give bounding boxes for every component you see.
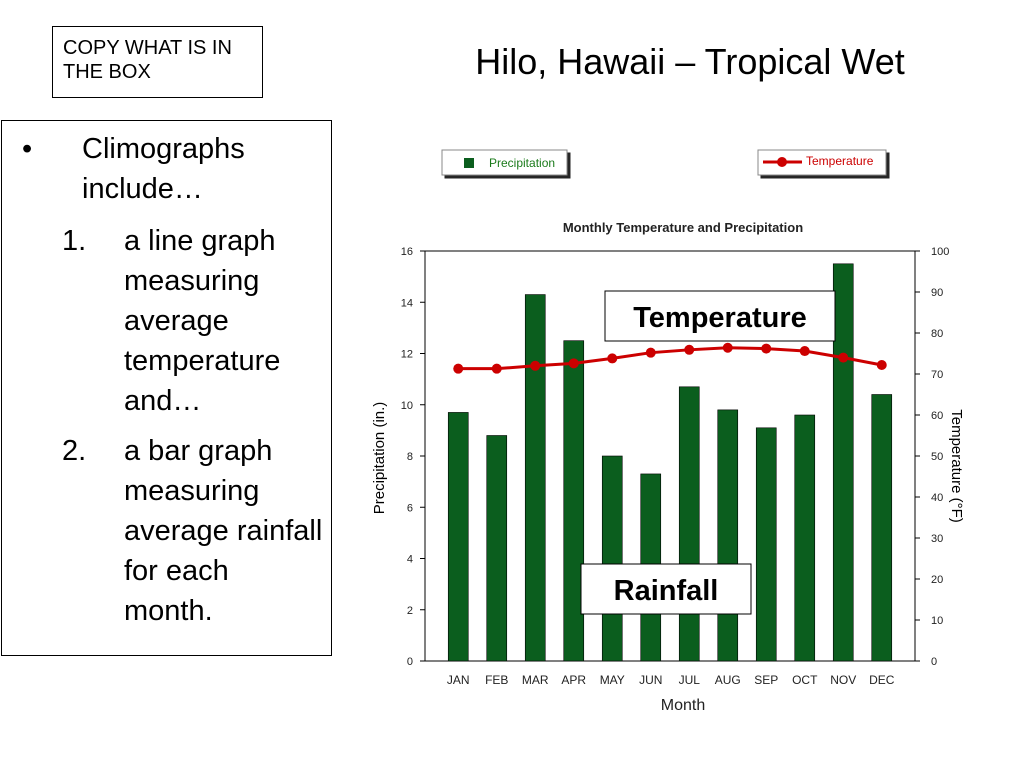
precipitation-bar	[563, 340, 585, 662]
x-axis-tick-label: MAY	[600, 673, 625, 687]
right-axis-tick-label: 80	[931, 328, 943, 340]
temperature-point	[530, 360, 541, 371]
left-axis: 0 2 4 6 8 10 12 14 16	[401, 246, 425, 668]
precipitation-bar	[601, 455, 623, 662]
temperature-callout-text: Temperature	[633, 302, 807, 334]
x-axis-tick-label: FEB	[485, 673, 508, 687]
x-axis-tick-label: JUL	[679, 673, 701, 687]
x-axis-tick-label: DEC	[869, 673, 895, 687]
left-axis-tick-label: 4	[407, 554, 413, 566]
x-axis-tick-label: OCT	[792, 673, 818, 687]
left-axis-tick-label: 12	[401, 349, 413, 361]
legend-precipitation-swatch	[464, 158, 474, 168]
copy-instruction-box: COPY WHAT IS IN THE BOX	[52, 26, 263, 98]
right-axis-tick-label: 70	[931, 369, 943, 381]
temperature-point	[568, 358, 579, 369]
legend-temperature-label: Temperature	[806, 154, 874, 168]
list-item-number: 1.	[62, 225, 87, 257]
y-axis-left-title: Precipitation (in.)	[371, 402, 388, 515]
temperature-point	[838, 352, 849, 363]
left-axis-tick-label: 16	[401, 246, 413, 258]
temperature-point	[876, 359, 887, 370]
temperature-point	[722, 342, 733, 353]
climograph-chart: Precipitation Temperature Monthly Temper…	[371, 149, 965, 714]
right-axis-tick-label: 50	[931, 451, 943, 463]
x-axis-title: Month	[661, 697, 705, 714]
x-axis-tick-label: NOV	[830, 673, 856, 687]
precipitation-bar	[678, 386, 700, 662]
y-axis-right-title: Temperature (°F)	[948, 409, 965, 523]
notes-box: • Climographs include… 1. a line graph m…	[1, 120, 332, 656]
temperature-point	[453, 363, 464, 374]
temperature-point	[491, 363, 502, 374]
temperature-point	[684, 344, 695, 355]
right-axis-tick-label: 100	[931, 246, 949, 258]
right-axis-tick-label: 0	[931, 656, 937, 668]
legend-temperature-marker	[777, 157, 787, 167]
x-axis-tick-label: APR	[561, 673, 586, 687]
left-axis-tick-label: 6	[407, 502, 413, 514]
precipitation-bar	[794, 414, 816, 662]
left-axis-tick-label: 8	[407, 451, 413, 463]
temperature-point	[761, 343, 772, 354]
right-axis-tick-label: 30	[931, 533, 943, 545]
temperature-series-line	[458, 346, 883, 371]
temperature-line	[453, 342, 887, 374]
x-axis-tick-label: JUN	[639, 673, 662, 687]
precipitation-bar	[755, 427, 777, 662]
right-axis-tick-label: 60	[931, 410, 943, 422]
precipitation-bar	[447, 412, 469, 662]
precipitation-bar	[486, 435, 508, 662]
left-axis-tick-label: 2	[407, 605, 413, 617]
notes-intro: Climographs include…	[82, 133, 245, 205]
temperature-point	[799, 346, 810, 357]
slide-title: Hilo, Hawaii – Tropical Wet	[475, 41, 905, 82]
left-axis-tick-label: 14	[401, 297, 413, 309]
right-axis: 0 10 20 30 40 50 60 70 80 90 100	[915, 246, 949, 668]
rainfall-callout: Rainfall	[580, 563, 752, 615]
precipitation-bar	[871, 394, 893, 662]
rainfall-callout-text: Rainfall	[614, 575, 719, 607]
list-item-text: a line graph measuring average temperatu…	[124, 225, 281, 417]
temperature-point	[607, 353, 618, 364]
temperature-callout: Temperature	[604, 290, 836, 342]
left-axis-tick-label: 0	[407, 656, 413, 668]
right-axis-tick-label: 10	[931, 615, 943, 627]
right-axis-tick-label: 90	[931, 287, 943, 299]
right-axis-tick-label: 20	[931, 574, 943, 586]
precipitation-bar	[832, 263, 854, 662]
legend-precipitation: Precipitation	[441, 149, 568, 176]
legend-temperature: Temperature	[757, 149, 887, 176]
temperature-point	[645, 347, 656, 358]
list-item-text: a bar graph measuring average rainfall f…	[124, 435, 323, 627]
legend-precipitation-label: Precipitation	[489, 156, 555, 170]
bullet-symbol: •	[22, 133, 33, 165]
chart-title: Monthly Temperature and Precipitation	[563, 220, 803, 235]
precipitation-bar	[717, 409, 739, 662]
left-axis-tick-label: 10	[401, 400, 413, 412]
x-axis-labels: JAN FEB MAR APR MAY JUN JUL AUG SEP OCT NOV DEC	[447, 673, 895, 687]
copy-instruction-text: COPY WHAT IS IN THE BOX	[63, 37, 232, 83]
x-axis-tick-label: AUG	[715, 673, 741, 687]
list-item-number: 2.	[62, 435, 87, 467]
x-axis-tick-label: SEP	[754, 673, 778, 687]
x-axis-tick-label: MAR	[522, 673, 549, 687]
x-axis-tick-label: JAN	[447, 673, 470, 687]
right-axis-tick-label: 40	[931, 492, 943, 504]
precipitation-bar	[524, 294, 546, 662]
